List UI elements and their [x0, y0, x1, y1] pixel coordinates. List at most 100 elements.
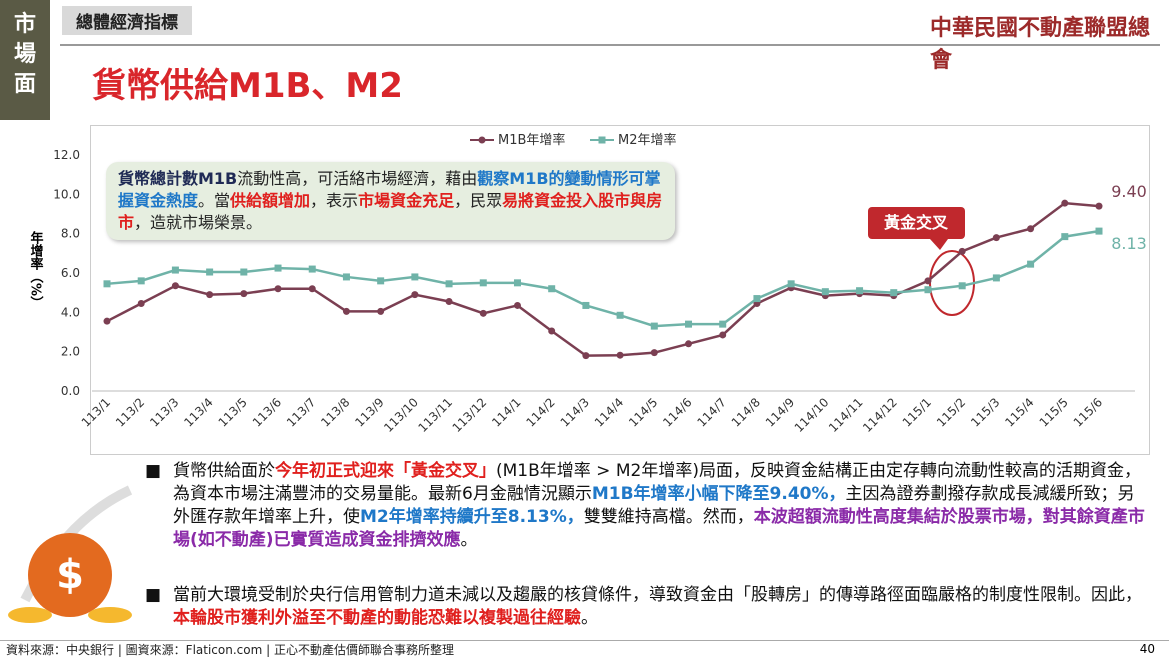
x-tick-label: 113/7 — [284, 395, 318, 429]
point — [821, 288, 829, 296]
legend-label: M1B年增率 — [498, 132, 565, 148]
x-tick-label: 115/1 — [900, 395, 934, 429]
point — [411, 273, 419, 281]
coins — [88, 607, 132, 623]
point — [1061, 233, 1069, 241]
point — [171, 282, 179, 290]
bullet: 貨幣供給面於今年初正式迎來「黃金交叉」(M1B年增率 > M2年增率)局面，反映… — [145, 460, 1150, 552]
x-tick-label: 114/1 — [489, 395, 523, 429]
y-tick-label: 10.0 — [53, 187, 80, 201]
point — [1027, 225, 1035, 233]
section-tab-text: 市場面 — [13, 12, 36, 97]
x-tick-label: 115/4 — [1002, 395, 1036, 429]
value-label: 9.40 — [1111, 182, 1147, 201]
chart: 年增率（%） 黃金交叉 0.0 2.0 4.0 6.0 8.0 10.0 12.0 113/1… — [28, 132, 1147, 435]
text-segment: ，造就市場榮景。 — [134, 213, 263, 232]
point — [103, 280, 111, 288]
x-tick-label: 113/4 — [181, 395, 215, 429]
dollar: $ — [56, 552, 84, 598]
series-line — [106, 201, 1100, 357]
value-label: 8.13 — [1111, 234, 1147, 253]
x-tick-label: 113/3 — [147, 395, 181, 429]
bullet: 當前大環境受制於央行信用管制力道未減以及趨嚴的核貸條件，導致資金由「股轉房」的傳… — [145, 584, 1150, 630]
point — [411, 291, 419, 299]
x-tick-label: 115/3 — [968, 395, 1002, 429]
text-segment: 市場資金充足 — [358, 191, 455, 210]
x-tick-label: 114/6 — [660, 395, 694, 429]
point — [548, 285, 556, 293]
point — [650, 322, 658, 330]
text-segment: M2年增率持續升至8.13%， — [360, 507, 584, 527]
y-tick-label: 4.0 — [61, 305, 80, 319]
point — [274, 285, 282, 293]
point — [479, 309, 487, 317]
text-segment: ，民眾 — [454, 191, 503, 210]
point — [479, 279, 487, 287]
x-tick-label: 113/10 — [381, 395, 421, 435]
annotation-pointer — [930, 239, 948, 250]
point — [924, 286, 932, 294]
point — [992, 274, 1000, 282]
point — [958, 282, 966, 290]
callout: 貨幣總計數M1B流動性高，可活絡市場經濟，藉由觀察M1B的變動情形可掌握資金熱度… — [106, 162, 675, 240]
footer: 資料來源：中央銀行 | 圖資來源：Flaticon.com | 正心不動產估價師… — [0, 640, 1169, 659]
point — [513, 279, 521, 287]
point — [719, 320, 727, 328]
point — [787, 280, 795, 288]
chart-frame — [90, 125, 1150, 455]
x-tick-label: 113/1 — [79, 395, 113, 429]
text-segment: 。 — [460, 530, 478, 550]
page-number: 40 — [1139, 642, 1155, 656]
point — [685, 320, 693, 328]
x-tick-label: 114/7 — [694, 395, 728, 429]
text-segment: 主因為證券劃撥存款成長減緩所致；另外匯存款年增率上升，使 — [173, 484, 1135, 527]
text-segment: 供給額增加 — [230, 191, 311, 210]
point — [513, 301, 521, 309]
text-segment: ，表示 — [310, 191, 359, 210]
legend-marker — [478, 136, 486, 144]
text-segment: 觀察M1B的變動情形可掌握資金熱度 — [118, 169, 661, 210]
text-segment: 。當 — [198, 191, 231, 210]
point — [856, 287, 864, 295]
text-segment: M1B年增率小幅下降至9.40%， — [591, 484, 846, 504]
text-segment: 流動性高，可活絡市場經濟，藉由 — [237, 169, 478, 188]
x-tick-label: 115/5 — [1037, 395, 1071, 429]
y-tick-label: 8.0 — [61, 227, 80, 241]
point — [308, 265, 316, 273]
y-tick-label: 2.0 — [61, 345, 80, 359]
point — [719, 331, 727, 339]
x-tick-label: 113/5 — [216, 395, 250, 429]
text-segment: 易將資金投入股市與房市 — [118, 191, 663, 232]
x-tick-label: 115/2 — [934, 395, 968, 429]
text-segment: 貨幣總計數M1B — [118, 169, 238, 188]
text-segment: 雙雙維持高檔。然而， — [583, 507, 754, 527]
point — [1061, 199, 1069, 207]
coins — [8, 607, 52, 623]
point — [137, 299, 145, 307]
annotation: 黃金交叉 — [883, 213, 949, 232]
x-tick-label: 113/8 — [318, 395, 352, 429]
point — [445, 298, 453, 306]
point — [548, 327, 556, 335]
x-tick-label: 114/11 — [826, 395, 866, 435]
x-tick-label: 113/11 — [415, 395, 455, 435]
point — [445, 280, 453, 288]
x-tick-label: 114/8 — [729, 395, 763, 429]
legend-marker — [598, 136, 606, 144]
point — [958, 247, 966, 255]
point — [1027, 260, 1035, 268]
x-tick-label: 114/10 — [792, 395, 832, 435]
point — [1095, 202, 1103, 210]
point — [274, 264, 282, 272]
point — [753, 295, 761, 303]
text-segment: 。 — [581, 608, 598, 628]
y-axis-label: 年增率（%） — [28, 230, 45, 309]
category-tab: 總體經濟指標 — [62, 6, 192, 35]
text-segment: (M1B年增率 > M2年增率)局面，反映資金結構正由定存轉向流動性較高的活期資… — [173, 461, 1141, 504]
text-segment: 本輪股市獲利外溢至不動產的動能恐難以複製過往經驗 — [173, 608, 581, 628]
x-tick-label: 113/6 — [250, 395, 284, 429]
point — [206, 291, 214, 299]
money-illustration: $ — [8, 485, 133, 623]
point — [103, 317, 111, 325]
point — [582, 301, 590, 309]
